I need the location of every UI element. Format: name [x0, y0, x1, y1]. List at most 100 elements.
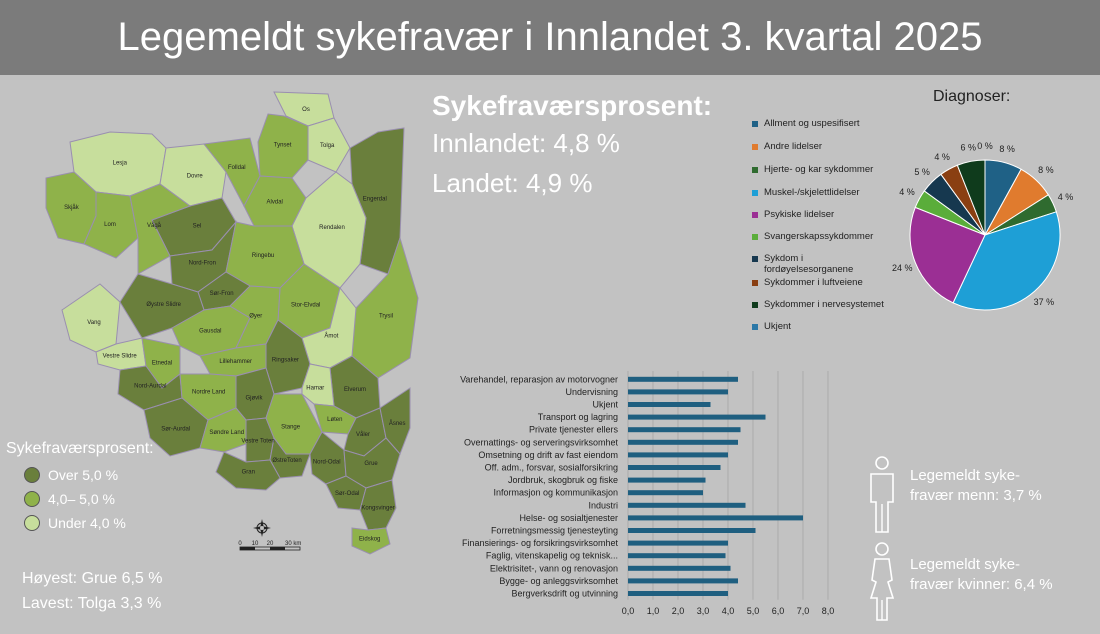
bar-category-label: Informasjon og kommunikasjon [493, 488, 618, 498]
compass-icon [253, 519, 271, 537]
municipality-label: Kongsvinger [361, 505, 394, 511]
women-rate-line1: Legemeldt syke- [910, 556, 1021, 573]
municipality-label: Dovre [187, 173, 204, 179]
map-legend-title: Sykefraværsprosent: [6, 440, 154, 457]
bar [628, 565, 731, 571]
municipality-label: Gjøvik [246, 395, 264, 401]
bar [628, 389, 728, 395]
pie-legend-label: Svangerskapssykdommer [764, 231, 874, 242]
municipality-label: Vestre Slidre [103, 354, 138, 360]
stat-landet: Landet: 4,9 % [432, 168, 593, 198]
scale-bar: 0 10 20 30 km [238, 541, 301, 551]
municipality-label: Trysil [379, 314, 393, 320]
pie-legend-label: Ukjent [764, 321, 791, 332]
bar-category-label: Transport og lagring [538, 412, 618, 422]
x-tick-label: 2,0 [672, 606, 685, 616]
bar [628, 540, 728, 546]
pie-value-label: 4 % [899, 187, 915, 197]
men-rate-line1: Legemeldt syke- [910, 467, 1021, 484]
municipality-label: Alvdal [267, 200, 283, 206]
municipality-label: Hamar [306, 385, 324, 391]
pie-legend-item: Ukjent [752, 321, 892, 332]
bar [628, 465, 721, 470]
page-title: Legemeldt sykefravær i Innlandet 3. kvar… [117, 15, 983, 59]
pie-legend-label: Andre lidelser [764, 141, 823, 152]
lowest-value: Lavest: Tolga 3,3 % [22, 595, 162, 612]
pie-slice [952, 211, 1061, 311]
municipality-label: Våler [356, 431, 370, 438]
pie-legend-label: Sykdom i fordøyelsesorganene [764, 253, 854, 275]
legend-swatch [24, 467, 40, 483]
municipality-label: Sør-Fron [210, 291, 234, 297]
scale-tick: 30 km [285, 541, 301, 547]
legend-item: Under 4,0 % [24, 515, 126, 531]
x-tick-label: 3,0 [697, 606, 710, 616]
bar-category-label: Faglig, vitenskapelig og teknisk... [486, 551, 618, 561]
municipality-2 [307, 117, 351, 173]
pie-legend-swatch [752, 167, 758, 173]
bar [628, 439, 738, 445]
pie-title: Diagnoser: [933, 88, 1011, 105]
municipality-map: Os Tynset Tolga Lesja Dovre Folldal Alvdal Enge… [45, 91, 419, 555]
municipality-label: Tolga [320, 143, 335, 149]
municipality-label: Grue [364, 461, 378, 467]
pie-legend-label: Muskel-/skjelettlidelser [764, 187, 860, 198]
pie-legend-label: Sykdommer i luftveiene [764, 277, 863, 288]
pie-legend-label: Allment og uspesifisert [764, 118, 860, 129]
municipality-label: Søndre Land [209, 430, 244, 436]
x-tick-label: 8,0 [822, 606, 835, 616]
pie-legend-item: Hjerte- og kar sykdommer [752, 164, 892, 175]
pie-legend-swatch [752, 190, 758, 196]
pie-value-label: 4 % [1058, 192, 1074, 202]
bar-category-label: Private tjenester ellers [529, 425, 619, 435]
pie-value-label: 37 % [1034, 297, 1055, 307]
bar-category-label: Bergverksdrift og utvinning [511, 589, 618, 599]
municipality-label: Etnedal [152, 360, 172, 366]
pie-legend-item: Psykiske lidelser [752, 209, 892, 220]
men-rate-line2: fravær menn: 3,7 % [910, 487, 1042, 504]
stat-innlandet: Innlandet: 4,8 % [432, 128, 620, 158]
bar-category-label: Off. adm., forsvar, sosialforsikring [485, 463, 618, 473]
municipality-label: Eidskog [359, 536, 380, 542]
pie-legend-swatch [752, 212, 758, 218]
municipality-label: Vågå [147, 222, 162, 229]
pie-legend-item: Sykdommer i luftveiene [752, 277, 892, 288]
municipality-label: Engerdal [363, 196, 387, 202]
bar [628, 515, 803, 521]
municipality-label: Øyer [249, 314, 262, 320]
bar [628, 376, 738, 382]
bar [628, 427, 741, 433]
legend-label: Over 5,0 % [48, 467, 119, 483]
bar-category-label: Overnattings- og serveringsvirksomhet [464, 437, 619, 447]
bar [628, 528, 756, 533]
pie-value-label: 5 % [914, 167, 930, 177]
bar [628, 452, 728, 458]
legend-label: Under 4,0 % [48, 515, 126, 531]
municipality-label: Elverum [344, 387, 366, 393]
municipality-label: Øystre Slidre [146, 302, 181, 308]
pie-legend-swatch [752, 121, 758, 127]
pie-slice [956, 159, 986, 236]
municipality-label: Tynset [274, 143, 292, 149]
bar [628, 477, 706, 483]
title-bar: Legemeldt sykefravær i Innlandet 3. kvar… [0, 0, 1100, 75]
women-rate-line2: fravær kvinner: 6,4 % [910, 576, 1053, 593]
municipality-label: Nord-Odal [313, 460, 341, 466]
bar [628, 502, 746, 508]
bar-category-label: Industri [588, 500, 618, 510]
municipality-45 [351, 527, 391, 555]
municipality-label: Sør-Odal [335, 491, 359, 497]
municipality-label: Nordre Land [192, 390, 225, 396]
woman-icon [869, 542, 895, 621]
x-tick-label: 6,0 [772, 606, 785, 616]
legend-label: 4,0– 5,0 % [48, 491, 115, 507]
municipality-18 [119, 273, 205, 339]
scale-tick: 20 [267, 541, 274, 547]
municipality-label: Vestre Toten [241, 438, 274, 444]
pie-legend-swatch [752, 234, 758, 240]
bar-category-label: Elektrisitet-, vann og renovasjon [490, 563, 618, 573]
municipality-label: ØstreToten [272, 458, 301, 464]
industry-bar-chart: Varehandel, reparasjon av motorvogner Und… [460, 371, 835, 616]
municipality-40 [215, 451, 281, 491]
bar-category-label: Bygge- og anleggsvirksomhet [499, 576, 618, 586]
